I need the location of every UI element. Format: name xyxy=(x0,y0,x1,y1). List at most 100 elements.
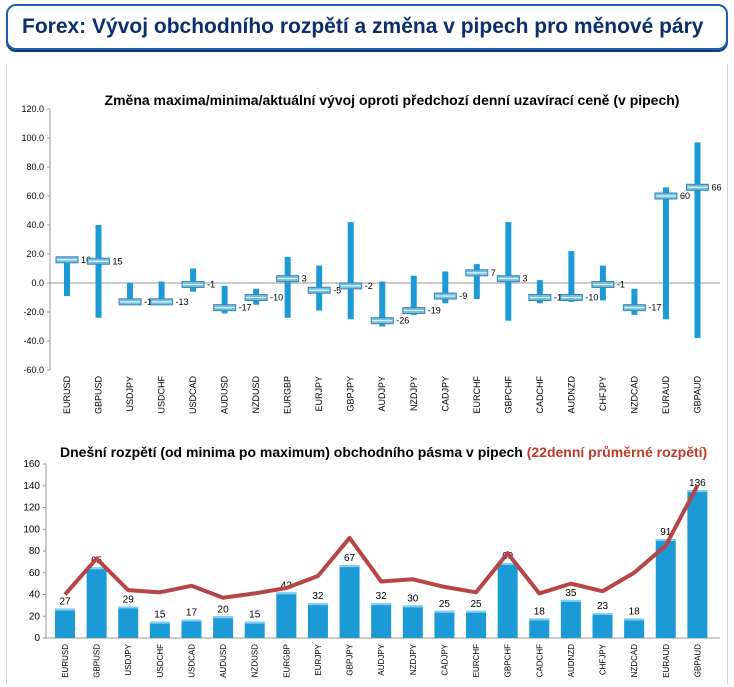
chart1-y-tick-label: 0.0 xyxy=(31,278,44,288)
range-bar xyxy=(221,285,228,314)
current-value-label: -2 xyxy=(365,281,373,291)
chart2-y-tick-label: 0 xyxy=(34,633,40,644)
range-bar xyxy=(662,187,669,320)
chart2-y-tick-label: 60 xyxy=(29,568,41,579)
bar-value-label: 25 xyxy=(439,599,451,610)
chart1-category-label: NZDUSD xyxy=(251,376,261,414)
range-bar xyxy=(505,222,512,321)
bar-highlight xyxy=(118,606,139,609)
bar-value-label: 23 xyxy=(597,601,609,612)
chart1-category-label: USDCHF xyxy=(157,375,167,413)
chart1-category-label: USDCAD xyxy=(188,376,198,415)
bar-value-label: 27 xyxy=(59,597,71,608)
current-value-label: -10 xyxy=(270,293,283,303)
bar-highlight xyxy=(149,621,170,624)
bar-value-label: 15 xyxy=(249,610,261,621)
range-bar-column xyxy=(434,610,455,638)
range-bar xyxy=(536,280,543,304)
chart1-category-label: GBPUSD xyxy=(94,376,104,415)
chart1-y-tick-label: 60.0 xyxy=(26,191,44,201)
chart1-title: Změna maxima/minima/aktuální vývoj oprot… xyxy=(105,92,680,108)
bar-value-label: 18 xyxy=(629,606,641,617)
range-bar-column xyxy=(339,565,360,638)
range-bar-column xyxy=(244,621,265,638)
range-bar xyxy=(568,251,575,302)
range-bar-column xyxy=(466,610,487,638)
current-value-label: 3 xyxy=(522,274,527,284)
bar-highlight xyxy=(655,539,676,542)
current-value-label: -1 xyxy=(617,279,625,289)
chart2-category-label: GBPAUD xyxy=(693,644,702,677)
bar-highlight xyxy=(307,603,328,606)
range-bar-column xyxy=(118,606,139,638)
chart2-y-tick-label: 100 xyxy=(23,524,40,535)
chart2-category-label: EURAUD xyxy=(662,644,671,678)
range-bar xyxy=(95,225,102,318)
chart1-category-label: EURUSD xyxy=(62,376,72,415)
bar-value-label: 15 xyxy=(154,610,166,621)
current-value-label: 60 xyxy=(680,191,690,201)
chart2-category-label: CADCHF xyxy=(535,644,544,677)
chart2-category-label: NZDUSD xyxy=(251,644,260,678)
bar-value-label: 32 xyxy=(312,591,324,602)
range-bar-column xyxy=(497,562,518,638)
chart1-y-tick-label: 80.0 xyxy=(26,162,44,172)
chart1-category-label: GBPJPY xyxy=(346,376,356,412)
range-bar xyxy=(442,271,449,304)
chart1-y-tick-label: 120.0 xyxy=(21,104,44,114)
range-bar-column xyxy=(55,608,75,638)
range-bar xyxy=(158,281,165,305)
chart1-category-label: EURAUD xyxy=(661,376,671,415)
range-bar-column xyxy=(687,490,708,638)
charts-panel xyxy=(6,64,728,684)
range-bar-column xyxy=(402,605,423,638)
bar-value-label: 136 xyxy=(689,478,706,489)
range-bar xyxy=(64,259,70,297)
chart2-category-label: CADJPY xyxy=(440,643,449,675)
chart2-category-label: NZDCAD xyxy=(630,644,639,678)
range-bar-column xyxy=(624,618,645,638)
range-bar-column xyxy=(307,603,328,638)
chart1-y-tick-label: -60.0 xyxy=(23,365,44,375)
bar-value-label: 30 xyxy=(407,593,419,604)
chart2-category-label: NZDJPY xyxy=(409,643,418,675)
range-bar-column xyxy=(276,592,297,638)
chart2-category-label: USDJPY xyxy=(124,643,133,675)
bar-highlight xyxy=(402,605,423,608)
chart1-category-label: NZDCAD xyxy=(629,376,639,414)
chart2-y-tick-label: 140 xyxy=(23,481,40,492)
chart2-category-label: AUDUSD xyxy=(219,644,228,678)
bar-highlight xyxy=(466,610,487,613)
chart2-category-label: EURJPY xyxy=(314,643,323,675)
chart2-category-label: GBPJPY xyxy=(346,643,355,675)
chart1-category-label: GBPAUD xyxy=(692,376,702,414)
bar-value-label: 20 xyxy=(218,604,230,615)
range-bar-column xyxy=(592,612,613,638)
current-value-label: -9 xyxy=(459,291,467,301)
range-bar-column xyxy=(86,567,107,638)
range-bar-column xyxy=(371,603,392,638)
range-bar xyxy=(284,256,291,318)
chart1-y-tick-label: 20.0 xyxy=(26,249,44,259)
bar-highlight xyxy=(592,612,613,615)
chart2-title: Dnešní rozpětí (od minima po maximum) ob… xyxy=(60,444,707,460)
current-value-label: -17 xyxy=(239,303,252,313)
current-value-label: -5 xyxy=(333,285,341,295)
chart2-y-tick-label: 40 xyxy=(29,590,41,601)
chart1-category-label: AUDJPY xyxy=(377,376,387,412)
current-value-label: -26 xyxy=(396,316,409,326)
bar-highlight xyxy=(86,567,107,570)
chart1-y-tick-label: -40.0 xyxy=(23,336,44,346)
range-bar-column xyxy=(181,619,202,638)
chart2-y-tick-label: 20 xyxy=(29,611,41,622)
range-bar xyxy=(694,142,701,339)
current-value-label: -19 xyxy=(428,306,441,316)
bar-highlight xyxy=(529,618,550,621)
range-bar xyxy=(127,283,134,304)
chart2-category-label: EURGBP xyxy=(282,644,291,678)
chart1-y-tick-label: 100.0 xyxy=(21,133,44,143)
bar-value-label: 25 xyxy=(470,599,482,610)
current-value-label: 16 xyxy=(81,255,91,265)
bar-value-label: 29 xyxy=(123,594,135,605)
